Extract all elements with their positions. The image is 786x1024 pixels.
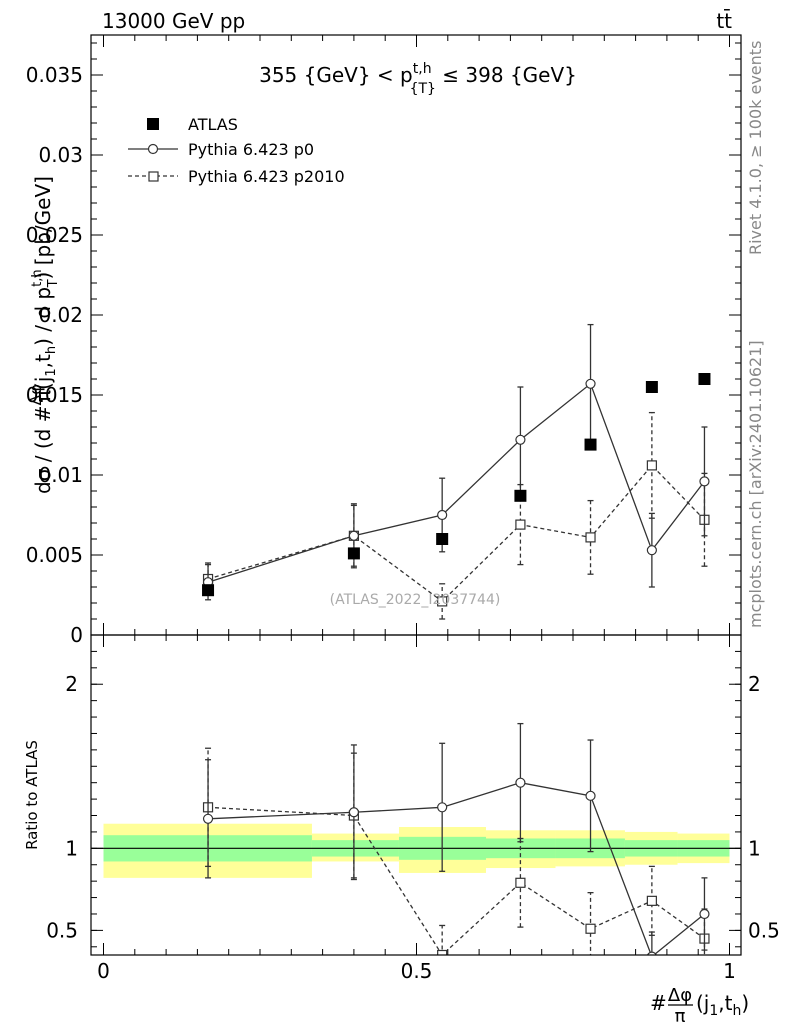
main-panel: 0 0.005 0.01 0.015 0.02 0.025 0.03 0.035 bbox=[26, 35, 741, 647]
main-y-tick-label: 0.03 bbox=[38, 143, 83, 167]
legend-p0-label: Pythia 6.423 p0 bbox=[188, 140, 314, 159]
p2010-point bbox=[585, 532, 596, 543]
p0-point bbox=[348, 530, 359, 541]
main-y-tick-label: 0.035 bbox=[26, 63, 83, 87]
ratio-p0-point bbox=[437, 802, 448, 813]
p0-point bbox=[585, 378, 596, 389]
ratio-y-tick-label: 1 bbox=[65, 836, 78, 860]
atlas-point bbox=[584, 438, 597, 451]
p2010-point bbox=[515, 519, 526, 530]
main-y-tick-label: 0.02 bbox=[38, 303, 83, 327]
atlas-point bbox=[698, 373, 711, 385]
ratio-p0-point bbox=[515, 777, 526, 788]
ratio-y-tick-label: 0.5 bbox=[46, 918, 78, 942]
main-title: 355 {GeV} < pt,h {T} ≤ 398 {GeV} bbox=[259, 61, 577, 97]
svg-text:Δφ: Δφ bbox=[668, 985, 692, 1006]
legend-p0-marker bbox=[147, 143, 159, 155]
series-line-p0 bbox=[207, 382, 705, 583]
legend: ATLAS Pythia 6.423 p0 Pythia 6.423 p2010 bbox=[128, 115, 345, 186]
p0-point bbox=[699, 476, 710, 487]
legend-atlas-label: ATLAS bbox=[188, 115, 238, 134]
ratio-panel: 0.5 0.5 1 1 2 2 0 0.5 1 bbox=[46, 635, 780, 983]
ratio-p0-point bbox=[202, 813, 214, 824]
main-y-tick-label: 0.005 bbox=[26, 543, 83, 567]
atlas-point bbox=[202, 584, 215, 597]
p0-point bbox=[515, 434, 526, 445]
main-y-tick-label: 0.025 bbox=[26, 223, 83, 247]
legend-atlas-marker bbox=[147, 118, 159, 130]
p2010-point bbox=[437, 596, 448, 607]
ratio-p2010-point bbox=[585, 923, 596, 934]
ratio-series-group bbox=[202, 722, 710, 955]
ratio-y-axis-title: Ratio to ATLAS bbox=[23, 740, 41, 850]
header-process-label: tt̄ bbox=[716, 8, 732, 33]
main-y-tick-label: 0.015 bbox=[26, 383, 83, 407]
svg-text:#: # bbox=[650, 991, 667, 1015]
legend-p2010-label: Pythia 6.423 p2010 bbox=[188, 167, 345, 186]
ratio-y-tick-label-right: 1 bbox=[748, 836, 761, 860]
header-energy-label: 13000 GeV pp bbox=[102, 9, 245, 33]
ratio-p0-point bbox=[585, 790, 596, 801]
x-tick-label: 1 bbox=[723, 959, 736, 983]
ratio-p0-point bbox=[348, 807, 359, 818]
x-tick-label: 0.5 bbox=[401, 959, 433, 983]
ratio-p2010-point bbox=[515, 877, 526, 888]
atlas-point bbox=[436, 533, 449, 545]
x-axis-title: # Δφ π (j1,th) bbox=[650, 985, 749, 1024]
p0-point bbox=[437, 509, 448, 521]
ratio-y-tick-label-right: 0.5 bbox=[748, 918, 780, 942]
p2010-point bbox=[646, 460, 657, 471]
ratio-p0-point bbox=[647, 951, 657, 955]
side-rivet-label: Rivet 4.1.0, ≥ 100k events bbox=[746, 41, 765, 255]
main-y-tick-label: 0 bbox=[70, 623, 83, 647]
main-y-tick-label: 0.01 bbox=[38, 463, 83, 487]
ratio-frame bbox=[90, 634, 742, 956]
ratio-y-tick-label: 2 bbox=[65, 672, 78, 696]
side-mcplots-label: mcplots.cern.ch [arXiv:2401.10621] bbox=[746, 340, 765, 628]
ratio-p2010-point bbox=[646, 895, 657, 906]
atlas-point bbox=[645, 381, 658, 393]
ratio-y-tick-label-right: 2 bbox=[748, 672, 761, 696]
analysis-watermark: (ATLAS_2022_I2037744) bbox=[330, 592, 501, 608]
ratio-p0-point bbox=[699, 908, 710, 920]
series-line-p2010 bbox=[207, 464, 705, 603]
p0-point bbox=[646, 545, 657, 556]
svg-text:π: π bbox=[675, 1006, 686, 1024]
x-tick-label: 0 bbox=[97, 959, 110, 983]
ratio-p2010-point bbox=[437, 949, 448, 955]
atlas-point bbox=[347, 547, 360, 560]
svg-text:(j1,th): (j1,th) bbox=[696, 991, 749, 1019]
legend-p2010-marker bbox=[148, 171, 159, 182]
atlas-point bbox=[514, 489, 527, 502]
